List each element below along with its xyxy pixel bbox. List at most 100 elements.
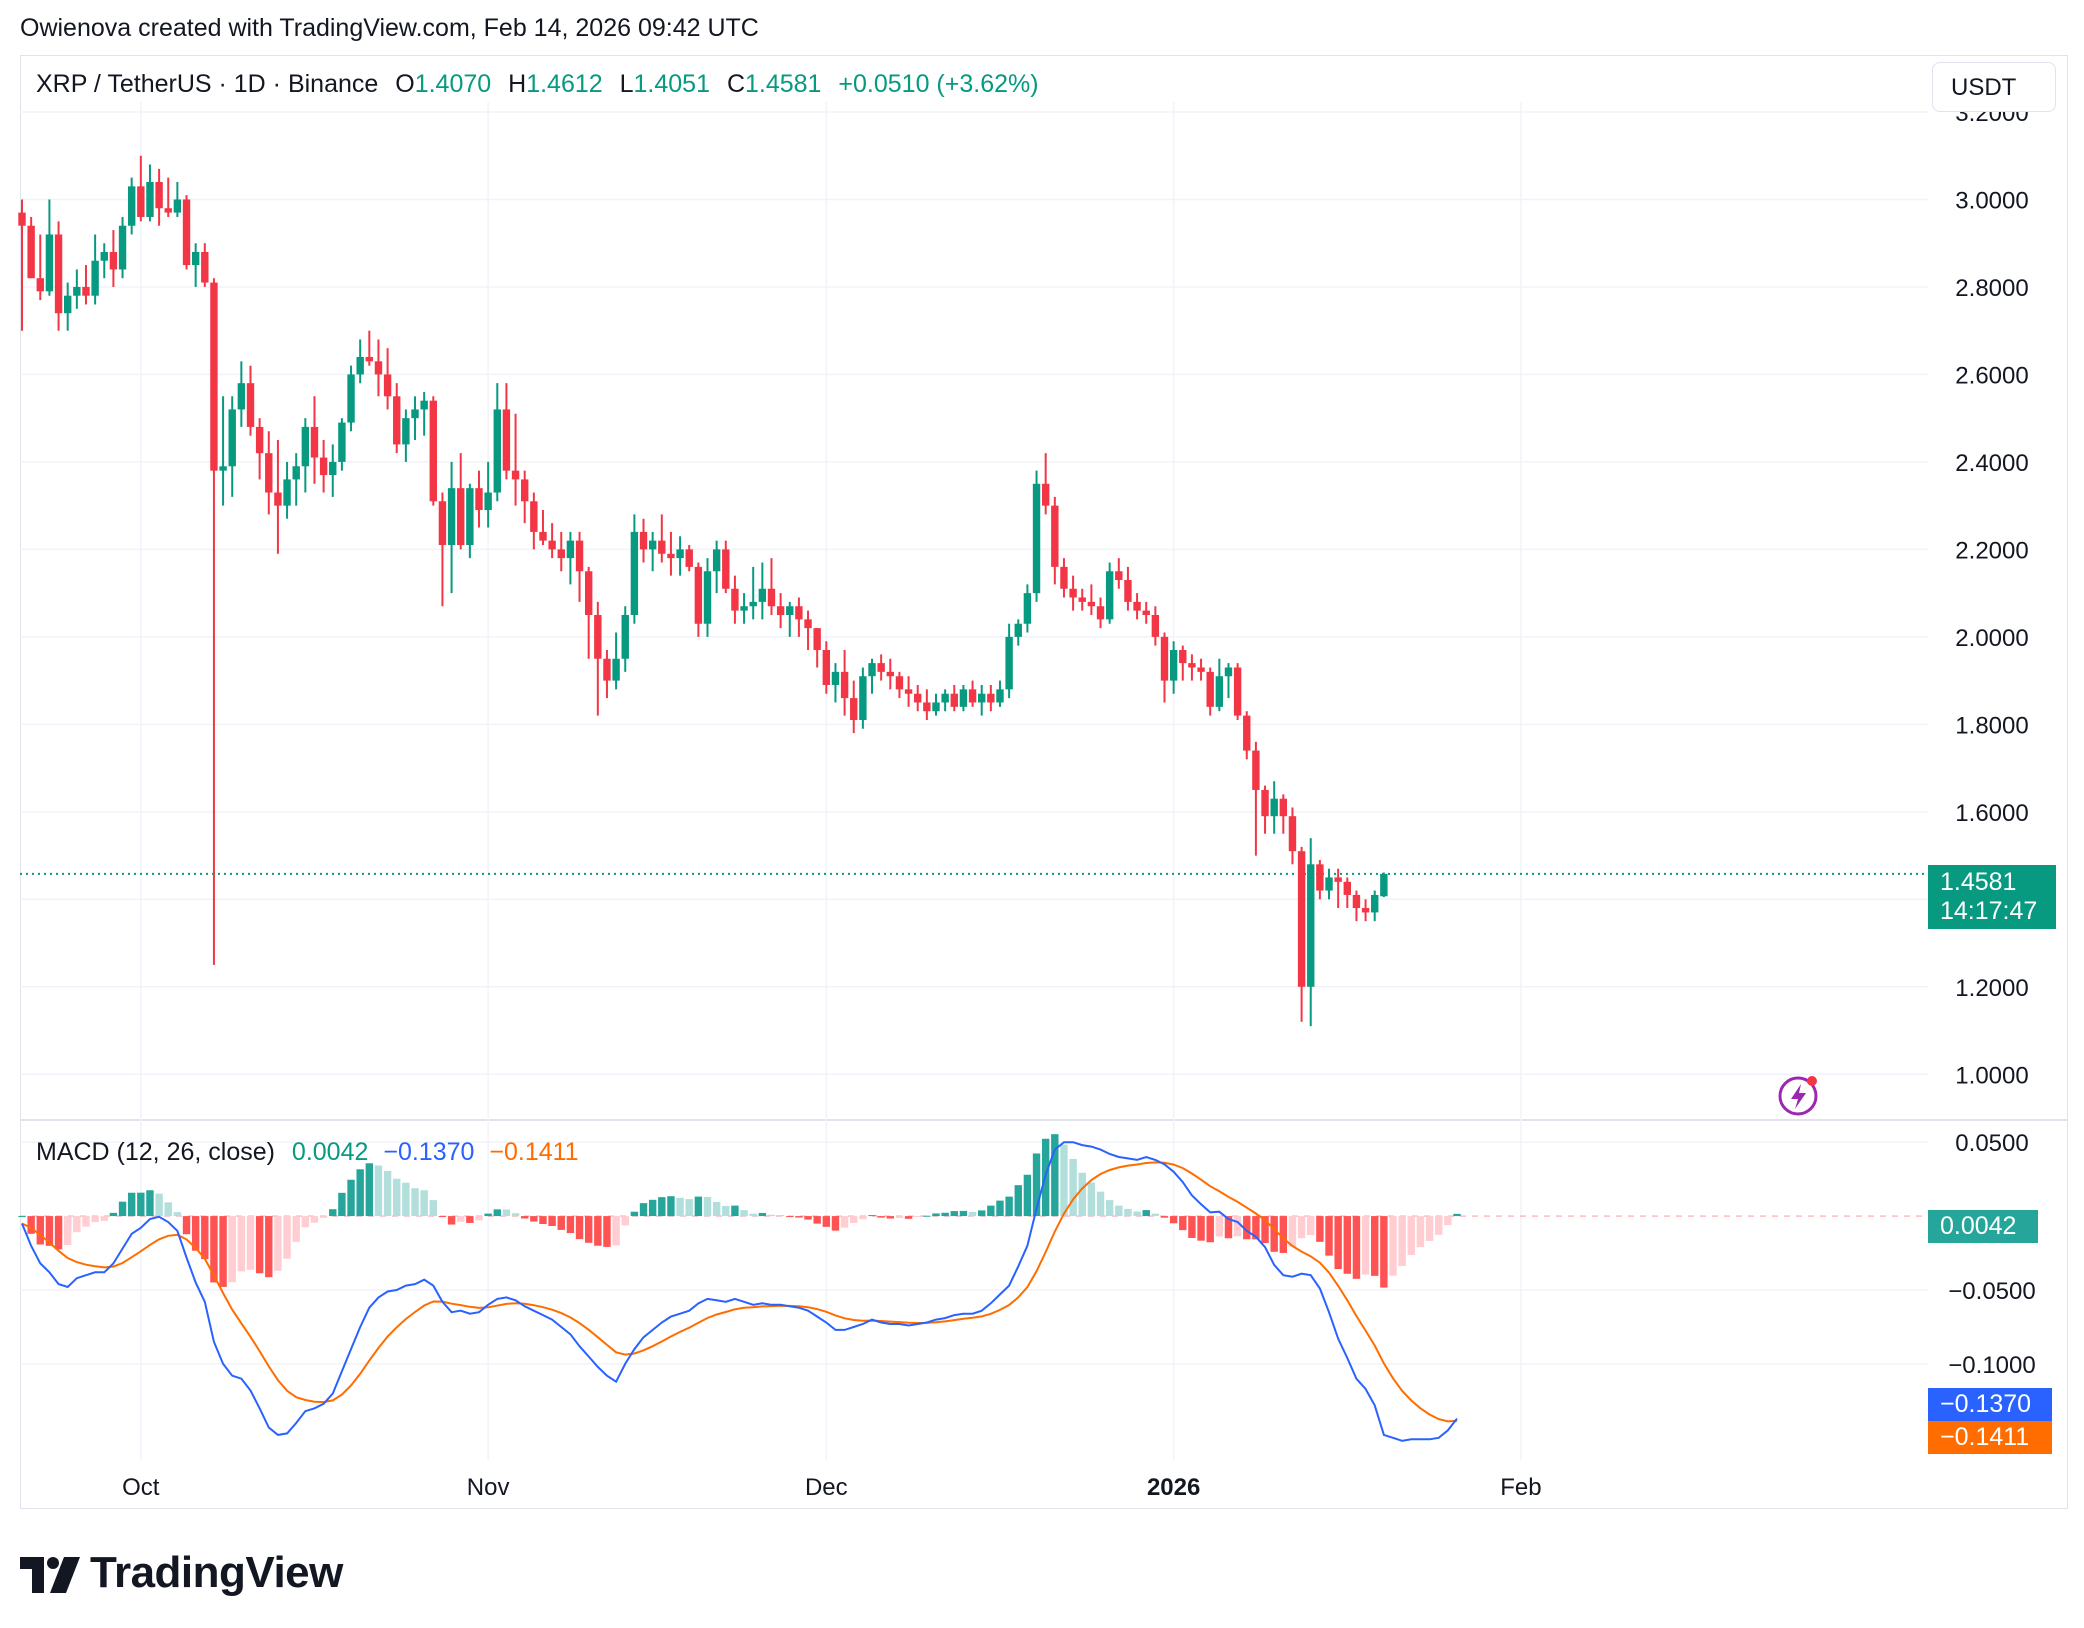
candle-body [868, 663, 876, 677]
lightning-icon[interactable] [1778, 1072, 1822, 1121]
open-value: 1.4070 [414, 70, 492, 98]
macd-histogram-bar [73, 1216, 81, 1233]
candle [1151, 606, 1160, 646]
candle-body [18, 212, 26, 226]
candle [859, 667, 867, 729]
candle-body [447, 488, 456, 546]
candle-body [502, 409, 511, 471]
candle-body [877, 663, 885, 672]
candle [694, 562, 703, 637]
candle [1115, 558, 1123, 589]
candle-body [886, 671, 894, 677]
candle [1243, 711, 1251, 760]
candle-body [1371, 894, 1379, 913]
chart-caption: Owienova created with TradingView.com, F… [20, 14, 759, 42]
candle [840, 649, 849, 716]
macd-histogram-bar [393, 1178, 401, 1217]
candle-body [959, 689, 968, 707]
macd-histogram-bar [511, 1213, 520, 1217]
high-value: 1.4612 [526, 70, 603, 98]
macd-histogram-bar [457, 1216, 465, 1222]
macd-histogram-bar [1206, 1216, 1214, 1243]
candle [667, 531, 675, 576]
macd-histogram-bar [895, 1216, 904, 1219]
candle-body [1069, 588, 1077, 598]
candle-body [146, 181, 154, 217]
macd-hist-value: 0.0042 [291, 1138, 369, 1166]
candle-body [731, 588, 739, 611]
y-tick-label: 2.4000 [1955, 450, 2028, 477]
candle [356, 339, 364, 384]
candle [904, 676, 913, 707]
tradingview-logo[interactable]: TradingView [20, 1548, 343, 1598]
macd-histogram-bar [1215, 1216, 1224, 1237]
macd-histogram-bar [831, 1216, 840, 1231]
candle [831, 663, 840, 703]
candle [923, 689, 931, 720]
macd-histogram-bar [91, 1216, 99, 1223]
candle-body [1051, 505, 1059, 567]
candle-body [1252, 750, 1260, 790]
candle [1371, 890, 1379, 922]
candle-body [767, 588, 776, 607]
candle [987, 684, 995, 712]
candle-body [347, 374, 355, 423]
candle-body [310, 426, 319, 458]
candle-body [621, 615, 629, 659]
candle-body [1352, 894, 1361, 909]
candle [265, 431, 273, 515]
candle [868, 658, 876, 694]
candle [411, 396, 419, 441]
candle [950, 684, 958, 712]
macd-histogram-bar [941, 1212, 949, 1217]
macd-histogram-bar [1115, 1205, 1123, 1217]
macd-histogram-bar [1124, 1208, 1132, 1217]
candle [127, 177, 136, 235]
macd-histogram-bar [1343, 1216, 1351, 1274]
y-tick-label: 1.0000 [1955, 1062, 2028, 1089]
candle-body [228, 409, 236, 467]
macd-histogram-bar [283, 1216, 291, 1259]
candle [575, 531, 584, 602]
macd-title[interactable]: MACD (12, 26, close) [36, 1138, 275, 1166]
candle [740, 593, 748, 624]
macd-histogram-bar [54, 1216, 63, 1250]
candle-body [493, 409, 501, 493]
macd-histogram-bar [1014, 1185, 1022, 1217]
candle-body [1261, 789, 1269, 817]
candle-body [1151, 615, 1160, 637]
candle [776, 593, 785, 629]
candle [374, 339, 383, 397]
candle-body [712, 549, 721, 572]
macd-histogram-bar [374, 1165, 383, 1217]
candle-body [164, 208, 172, 213]
candle-body [45, 234, 54, 292]
currency-unit-button[interactable]: USDT [1932, 62, 2056, 112]
candle [1060, 558, 1068, 598]
candle [118, 216, 127, 279]
symbol-name[interactable]: XRP / TetherUS · 1D · Binance [36, 70, 379, 98]
macd-histogram-bar [1279, 1216, 1288, 1253]
macd-histogram-bar [630, 1211, 639, 1217]
candle [329, 444, 337, 497]
candle [877, 654, 885, 681]
macd-histogram-bar [987, 1205, 995, 1217]
macd-histogram-bar [676, 1197, 684, 1217]
macd-tick-label: −0.0500 [1948, 1278, 2035, 1305]
macd-histogram-bar [557, 1216, 565, 1230]
candle [255, 418, 264, 480]
candle-body [36, 278, 44, 292]
macd-histogram-bar [950, 1211, 958, 1217]
candle [182, 195, 191, 270]
candle [1069, 575, 1077, 611]
candle-body [319, 457, 328, 476]
candle-body [237, 383, 246, 410]
candle [1005, 623, 1013, 699]
candle-body [603, 658, 611, 681]
last-price-tag: 1.4581 14:17:47 [1928, 865, 2056, 929]
candle [767, 558, 776, 615]
macd-histogram-bar [603, 1216, 611, 1247]
candle-body [1142, 610, 1150, 615]
macd-histogram-bar [502, 1209, 511, 1217]
